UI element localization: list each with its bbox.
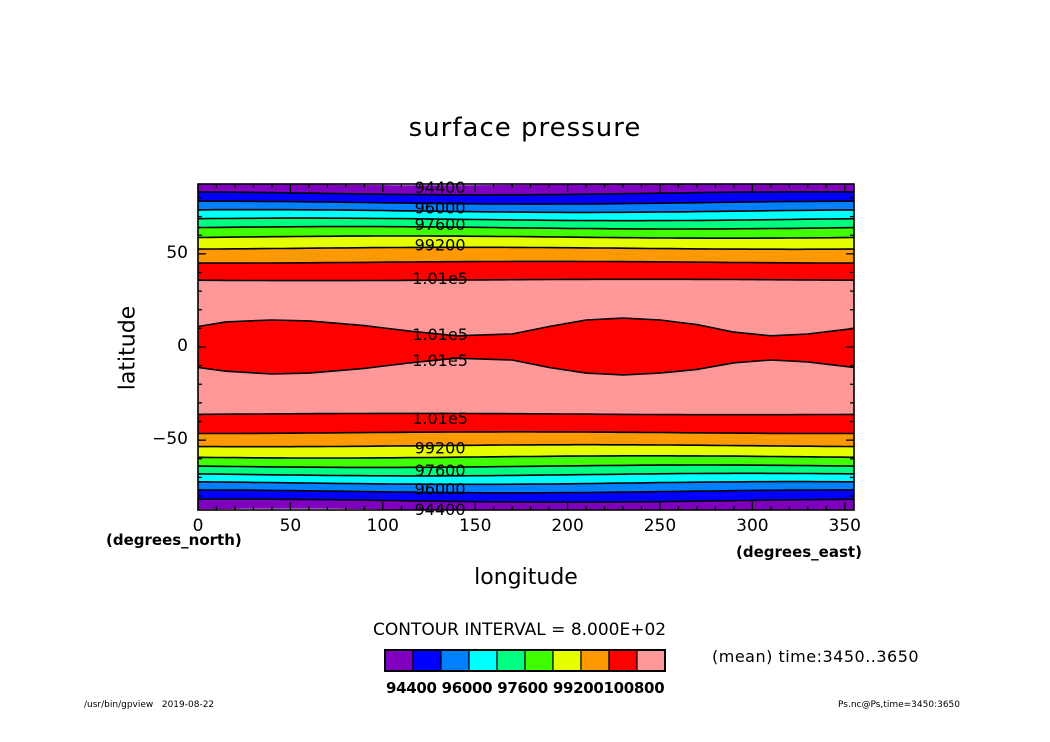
colorbar-swatch: [440, 649, 470, 672]
x-tick-label: 150: [458, 516, 492, 536]
y-tick-label: 50: [166, 242, 188, 263]
contour-line: [198, 317, 854, 337]
colorbar-swatch: [552, 649, 582, 672]
contour-line: [198, 235, 854, 239]
x-tick-label: 0: [192, 516, 204, 536]
contour-line: [198, 191, 854, 196]
contour-line: [198, 472, 854, 477]
contour-band: [198, 261, 854, 281]
x-tick-label: 100: [366, 516, 400, 536]
contour-line: [198, 246, 854, 251]
equatorial-band: [198, 318, 854, 375]
x-tick-label: 300: [736, 516, 769, 536]
contour-line: [198, 278, 854, 282]
x-tick-label: 350: [828, 516, 861, 536]
contour-label: 97600: [415, 215, 466, 234]
colorbar-swatch: [524, 649, 554, 672]
x-tick-label: 250: [643, 516, 677, 536]
colorbar-swatch: [580, 649, 610, 672]
contour-line: [198, 200, 854, 205]
contour-label: 97600: [415, 461, 466, 480]
y-axis-label: latitude: [115, 305, 141, 391]
contour-label: 1.01e5: [412, 269, 468, 288]
contour-line: [198, 357, 854, 376]
x-axis-label: longitude: [474, 565, 578, 590]
colorbar-frame: [384, 649, 666, 672]
contour-line: [198, 498, 854, 503]
colorbar-swatch: [496, 649, 526, 672]
contour-label: 99200: [415, 439, 466, 458]
contour-label: 1.01e5: [412, 409, 468, 428]
contour-band: [198, 413, 854, 434]
contour-label: 96000: [415, 480, 466, 499]
axis-ticks: [197, 184, 854, 510]
contour-interval-text: CONTOUR INTERVAL = 8.000E+02: [373, 620, 667, 640]
contour-line: [198, 443, 854, 448]
contour-label: 99200: [415, 236, 466, 255]
contour-line: [198, 464, 854, 469]
contour-line: [198, 208, 854, 214]
contour-line: [198, 489, 854, 494]
y-units-label: (degrees_north): [106, 531, 242, 549]
chart-title: surface pressure: [408, 113, 642, 143]
contour-line: [198, 431, 854, 435]
contour-line: [198, 455, 854, 459]
x-tick-label: 50: [279, 516, 302, 536]
contour-line: [198, 260, 854, 264]
footer-left: /usr/bin/gpview 2019-08-22: [84, 700, 215, 710]
contour-line: [198, 480, 854, 486]
colorbar: [384, 649, 666, 672]
colorbar-swatch: [468, 649, 498, 672]
contour-label: 96000: [415, 198, 466, 217]
footer-right: Ps.nc@Ps,time=3450:3650: [838, 700, 961, 710]
contour-line: [198, 225, 854, 230]
y-tick-label: 0: [177, 336, 188, 356]
contour-fill-layer: [198, 184, 854, 510]
time-range-text: (mean) time:3450..3650: [712, 647, 920, 666]
contour-labels-layer: 944009600097600992001.01e51.01e51.01e51.…: [412, 178, 468, 519]
contour-label: 1.01e5: [412, 325, 468, 344]
contour-line: [198, 412, 854, 416]
colorbar-swatch: [384, 649, 414, 672]
contour-line: [198, 217, 854, 222]
x-units-label: (degrees_east): [736, 543, 862, 561]
colorbar-swatch: [636, 649, 666, 672]
colorbar-swatch: [412, 649, 442, 672]
colorbar-labels: 94400 96000 97600 99200100800: [386, 679, 665, 697]
y-tick-label: −50: [152, 429, 188, 450]
contour-label: 1.01e5: [412, 351, 468, 370]
colorbar-swatch: [608, 649, 638, 672]
contour-label: 94400: [415, 178, 466, 197]
x-tick-label: 200: [551, 516, 584, 536]
contour-lines-layer: [198, 191, 854, 503]
